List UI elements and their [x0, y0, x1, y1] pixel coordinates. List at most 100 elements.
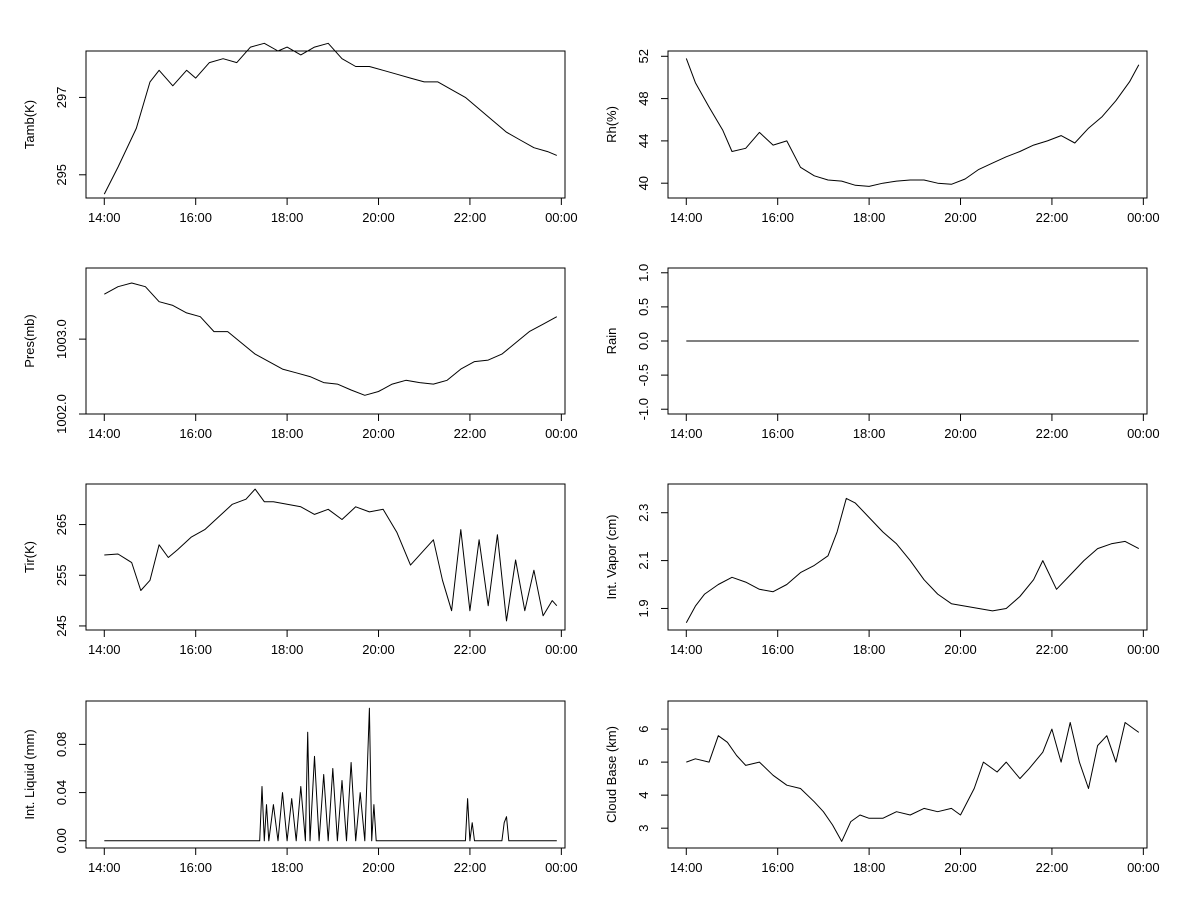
x-tick-label: 18:00: [853, 426, 886, 441]
x-tick-label: 16:00: [179, 210, 212, 225]
x-tick-label: 16:00: [761, 860, 794, 875]
panel-rh: 14:00 16:00 18:00 20:00 22:00 00:00 40 44 48 52 Rh…: [604, 49, 1160, 225]
series-line-int-liquid-mm: [104, 707, 557, 842]
panel-int-vapor-cm: 14:00 16:00 18:00 20:00 22:00 00:00 1.9 2.1 2.3 I…: [604, 483, 1160, 657]
y-tick-label: 6: [636, 725, 651, 732]
x-tick-label: 14:00: [88, 426, 121, 441]
y-axis-label-tir-k: Tir(K): [22, 541, 37, 573]
x-tick-label: 22:00: [454, 426, 487, 441]
y-tick-label: 297: [54, 87, 69, 109]
series-line-tamb-k: [103, 42, 557, 195]
plot-frame-tamb-k: [85, 50, 566, 199]
y-tick-label: 1.9: [636, 599, 651, 617]
x-tick-label: 22:00: [1036, 642, 1069, 657]
x-tick-label: 16:00: [761, 426, 794, 441]
panel-int-liquid-mm: 14:00 16:00 18:00 20:00 22:00 00:00 0.00 0.04 0.…: [22, 700, 578, 875]
x-tick-label: 14:00: [670, 860, 703, 875]
y-tick-label: 2.1: [636, 552, 651, 570]
plot-frame-cloud-base-km: [667, 700, 1148, 849]
x-tick-label: 20:00: [362, 642, 395, 657]
x-tick-label: 00:00: [1127, 426, 1160, 441]
y-tick-label: 1003.0: [54, 319, 69, 359]
x-tick-label: 22:00: [454, 860, 487, 875]
x-tick-label: 00:00: [1127, 210, 1160, 225]
x-tick-label: 14:00: [88, 210, 121, 225]
y-tick-label: 0.5: [636, 298, 651, 316]
y-tick-label: 0.04: [54, 780, 69, 805]
x-tick-label: 20:00: [944, 642, 977, 657]
y-tick-label: 44: [636, 134, 651, 148]
panel-cloud-base-km: 14:00 16:00 18:00 20:00 22:00 00:00 3 4 5 6 Cloud …: [604, 700, 1160, 875]
plot-frame-rh: [667, 50, 1148, 199]
y-tick-label: 1.0: [636, 264, 651, 282]
x-tick-label: 18:00: [271, 426, 304, 441]
x-tick-label: 22:00: [454, 642, 487, 657]
x-tick-label: 22:00: [1036, 860, 1069, 875]
x-tick-label: 18:00: [271, 860, 304, 875]
x-tick-label: 20:00: [362, 426, 395, 441]
x-tick-label: 18:00: [271, 210, 304, 225]
y-tick-label: 4: [636, 792, 651, 799]
x-tick-label: 16:00: [179, 860, 212, 875]
x-tick-label: 22:00: [454, 210, 487, 225]
x-tick-label: 14:00: [670, 642, 703, 657]
y-tick-label: 48: [636, 91, 651, 105]
plot-frame-int-liquid-mm: [85, 700, 566, 849]
y-axis-label-int-liquid-mm: Int. Liquid (mm): [22, 729, 37, 819]
y-tick-label: 255: [54, 564, 69, 586]
x-tick-label: 20:00: [362, 210, 395, 225]
y-tick-label: 0.00: [54, 828, 69, 853]
plot-frame-pres-mb: [85, 267, 566, 415]
y-tick-label: 40: [636, 176, 651, 190]
y-tick-label: 5: [636, 758, 651, 765]
y-tick-label: 0.0: [636, 332, 651, 350]
x-tick-label: 20:00: [944, 210, 977, 225]
y-axis-label-pres-mb: Pres(mb): [22, 314, 37, 367]
y-axis-label-int-vapor-cm: Int. Vapor (cm): [604, 514, 619, 599]
x-tick-label: 20:00: [944, 426, 977, 441]
x-tick-label: 16:00: [179, 426, 212, 441]
x-tick-label: 22:00: [1036, 426, 1069, 441]
y-tick-label: 245: [54, 615, 69, 637]
x-tick-label: 14:00: [670, 210, 703, 225]
x-tick-label: 16:00: [761, 210, 794, 225]
x-tick-label: 16:00: [179, 642, 212, 657]
panel-tir-k: 14:00 16:00 18:00 20:00 22:00 00:00 245 255 265 T…: [22, 483, 578, 657]
x-tick-label: 00:00: [545, 210, 578, 225]
panel-tamb-k: 14:00 16:00 18:00 20:00 22:00 00:00 295 297 Tamb…: [22, 42, 578, 225]
y-tick-label: 52: [636, 49, 651, 63]
x-tick-label: 00:00: [545, 860, 578, 875]
x-tick-label: 18:00: [853, 210, 886, 225]
x-tick-label: 20:00: [362, 860, 395, 875]
y-tick-label: -0.5: [636, 364, 651, 386]
x-tick-label: 14:00: [88, 642, 121, 657]
x-tick-label: 00:00: [545, 426, 578, 441]
x-tick-label: 18:00: [271, 642, 304, 657]
series-line-tir-k: [104, 488, 558, 622]
plot-frame-int-vapor-cm: [667, 483, 1148, 631]
y-tick-label: -1.0: [636, 398, 651, 420]
x-tick-label: 14:00: [88, 860, 121, 875]
y-axis-label-tamb-k: Tamb(K): [22, 100, 37, 149]
x-tick-label: 18:00: [853, 860, 886, 875]
y-tick-label: 2.3: [636, 504, 651, 522]
y-tick-label: 265: [54, 514, 69, 536]
x-tick-label: 22:00: [1036, 210, 1069, 225]
y-axis-label-cloud-base-km: Cloud Base (km): [604, 726, 619, 823]
series-line-rh: [685, 58, 1140, 187]
y-axis-label-rh: Rh(%): [604, 106, 619, 143]
plot-frame-tir-k: [85, 483, 566, 631]
panel-pres-mb: 14:00 16:00 18:00 20:00 22:00 00:00 1002.0 1003…: [22, 267, 578, 441]
y-tick-label: 0.08: [54, 732, 69, 757]
y-axis-label-rain: Rain: [604, 328, 619, 355]
x-tick-label: 00:00: [545, 642, 578, 657]
series-line-pres-mb: [104, 282, 558, 396]
panel-rain: 14:00 16:00 18:00 20:00 22:00 00:00 -1.0 -0.5 0.…: [604, 264, 1160, 441]
panel-grid: 14:00 16:00 18:00 20:00 22:00 00:00 295 297 Tamb…: [22, 42, 1160, 875]
x-tick-label: 18:00: [853, 642, 886, 657]
x-tick-label: 14:00: [670, 426, 703, 441]
x-tick-label: 16:00: [761, 642, 794, 657]
x-tick-label: 20:00: [944, 860, 977, 875]
